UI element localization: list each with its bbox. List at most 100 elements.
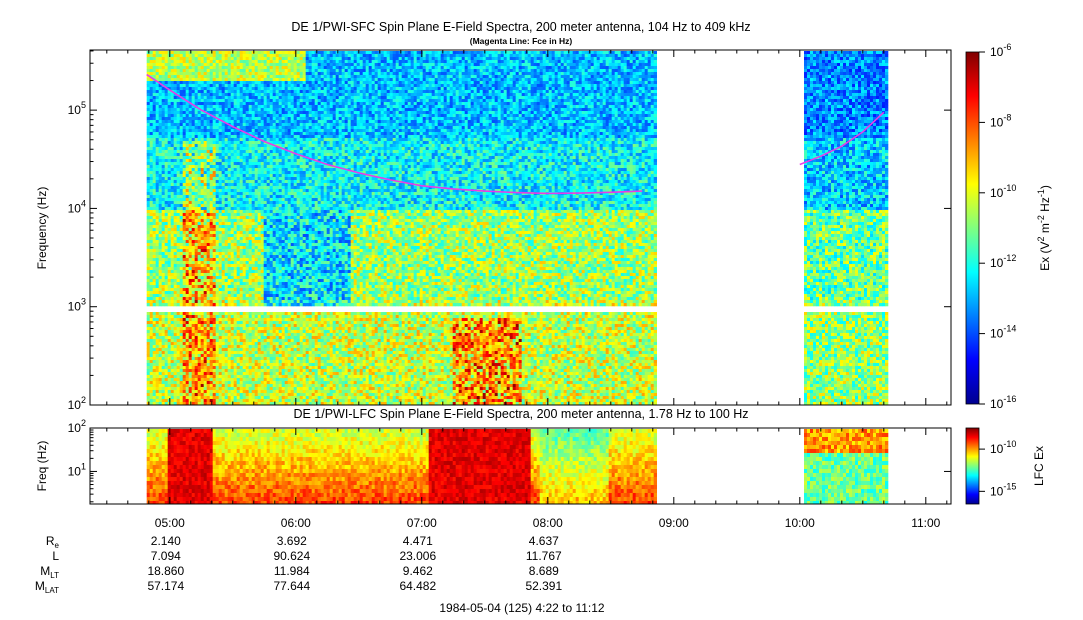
heat-cell (251, 357, 255, 361)
heat-cell (206, 78, 210, 82)
heat-cell (263, 387, 267, 391)
heat-cell (248, 192, 252, 196)
heat-cell (221, 384, 225, 388)
heat-cell (179, 222, 183, 226)
heat-cell (266, 219, 270, 223)
heat-cell (194, 312, 198, 316)
heat-cell (182, 243, 186, 247)
heat-cell (161, 117, 165, 121)
heat-cell (248, 297, 252, 301)
heat-cell (185, 390, 189, 394)
heat-cell (236, 216, 240, 220)
heat-cell (233, 144, 237, 148)
heat-cell (230, 57, 234, 61)
heat-cell (173, 336, 177, 340)
heat-cell (260, 255, 264, 259)
heat-cell (233, 210, 237, 214)
heat-cell (161, 165, 165, 169)
heat-cell (221, 114, 225, 118)
heat-cell (200, 261, 204, 265)
heat-cell (251, 369, 255, 373)
heat-cell (209, 111, 213, 115)
heat-cell (194, 336, 198, 340)
heat-cell (227, 192, 231, 196)
heat-cell (194, 201, 198, 205)
heat-cell (221, 156, 225, 160)
heat-cell (260, 75, 264, 79)
heat-cell (188, 111, 192, 115)
heat-cell (203, 96, 207, 100)
heat-cell (200, 303, 204, 307)
heat-cell (242, 126, 246, 130)
heat-cell (197, 183, 201, 187)
heat-cell (182, 255, 186, 259)
heat-cell (236, 321, 240, 325)
heat-cell (260, 249, 264, 253)
heat-cell (263, 318, 267, 322)
heat-cell (218, 342, 222, 346)
heat-cell (158, 105, 162, 109)
heat-cell (146, 78, 150, 82)
heat-cell (197, 291, 201, 295)
heat-cell (146, 357, 150, 361)
heat-cell (209, 258, 213, 262)
heat-cell (266, 135, 270, 139)
heat-cell (233, 258, 237, 262)
heat-cell (176, 324, 180, 328)
heat-cell (155, 207, 159, 211)
heat-cell (233, 375, 237, 379)
heat-cell (149, 354, 153, 358)
heat-cell (272, 300, 276, 304)
heat-cell (257, 90, 261, 94)
heat-cell (251, 126, 255, 130)
heat-cell (188, 204, 192, 208)
heat-cell (269, 237, 273, 241)
heat-cell (230, 345, 234, 349)
heat-cell (212, 375, 216, 379)
heat-cell (257, 102, 261, 106)
heat-cell (224, 240, 228, 244)
heat-cell (236, 399, 240, 403)
heat-cell (233, 240, 237, 244)
heat-cell (194, 57, 198, 61)
heat-cell (236, 192, 240, 196)
heat-cell (257, 183, 261, 187)
heat-cell (179, 57, 183, 61)
heat-cell (167, 168, 171, 172)
heat-cell (233, 351, 237, 355)
heat-cell (257, 108, 261, 112)
heat-cell (269, 186, 273, 190)
heat-cell (248, 150, 252, 154)
heat-cell (182, 294, 186, 298)
heat-cell (200, 315, 204, 319)
heat-cell (251, 132, 255, 136)
heat-cell (245, 147, 249, 151)
heat-cell (230, 144, 234, 148)
heat-cell (221, 276, 225, 280)
heat-cell (149, 246, 153, 250)
heat-cell (251, 207, 255, 211)
heat-cell (185, 69, 189, 73)
heat-cell (191, 96, 195, 100)
heat-cell (227, 357, 231, 361)
heat-cell (230, 372, 234, 376)
heat-cell (215, 330, 219, 334)
heat-cell (176, 177, 180, 181)
heat-cell (239, 75, 243, 79)
heat-cell (257, 348, 261, 352)
heat-cell (209, 228, 213, 232)
heat-cell (179, 312, 183, 316)
heat-cell (182, 105, 186, 109)
heat-cell (185, 375, 189, 379)
heat-cell (167, 138, 171, 142)
heat-cell (242, 294, 246, 298)
heat-cell (164, 240, 168, 244)
heat-cell (257, 339, 261, 343)
heat-cell (167, 261, 171, 265)
heat-cell (251, 120, 255, 124)
heat-cell (227, 390, 231, 394)
heat-cell (185, 216, 189, 220)
heat-cell (212, 96, 216, 100)
heat-cell (182, 273, 186, 277)
heat-cell (194, 177, 198, 181)
